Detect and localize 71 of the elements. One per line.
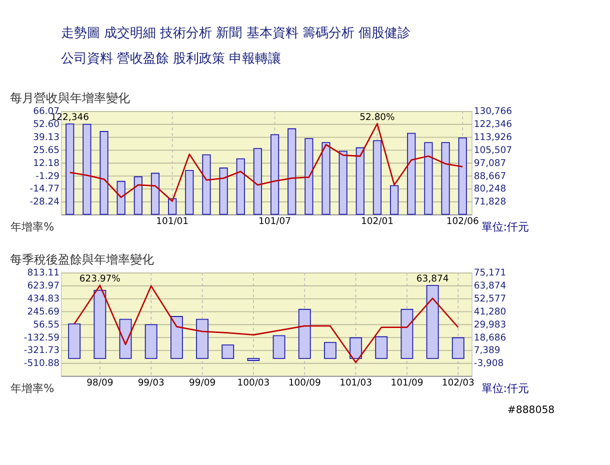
text: #888058	[507, 404, 555, 416]
data-label: 623.97%	[79, 274, 121, 285]
text: 公司資料 營收盈餘 股利政策 申報轉讓	[60, 51, 282, 66]
y-tick-label: 56.55	[33, 319, 60, 330]
y-axis-title: 年增率%	[10, 220, 54, 234]
bar	[94, 290, 106, 359]
y2-tick-label: 41,280	[474, 306, 506, 318]
bar	[324, 342, 336, 359]
y-tick-label: 12.18	[33, 158, 60, 169]
chart-title: 每季稅後盈餘與年增率變化	[10, 252, 154, 266]
bar	[170, 316, 183, 359]
y-axis-title: 年增率%	[10, 382, 54, 395]
x-tick-label: 102/03	[442, 378, 474, 389]
data-label: 52.80%	[360, 112, 396, 124]
bar	[452, 337, 464, 359]
bar	[247, 358, 260, 361]
data-label: 63,874	[416, 274, 449, 285]
y2-axis-title: 單位:仟元	[481, 382, 529, 395]
y-tick-label: 245.69	[27, 306, 60, 318]
x-tick-label: 99/03	[138, 378, 165, 389]
x-tick-label: 100/03	[237, 378, 270, 389]
x-tick-label: 101/07	[258, 216, 292, 228]
y2-tick-label: 80,248	[474, 184, 506, 195]
line-series	[69, 123, 464, 202]
bar	[68, 323, 81, 359]
y-tick-label: -510.88	[24, 358, 60, 370]
y-tick-label: 25.65	[33, 144, 60, 156]
y2-tick-label: 97,087	[474, 158, 506, 169]
y2-tick-label: -3,908	[474, 358, 504, 370]
y2-tick-label: 63,874	[474, 280, 506, 292]
y2-tick-label: 122,346	[474, 119, 512, 130]
y2-tick-label: 18,686	[474, 332, 506, 344]
y2-tick-label: 130,766	[474, 106, 512, 118]
y2-tick-label: 7,389	[474, 345, 500, 356]
y-tick-label: 623.97	[27, 280, 60, 292]
y-tick-label: 39.13	[33, 132, 60, 144]
text: 走勢圖 成交明細 技術分析 新聞 基本資料 籌碼分析 個股健診	[60, 24, 411, 41]
y-tick-label: -1.29	[36, 170, 60, 182]
x-tick-label: 102/06	[446, 216, 479, 228]
x-tick-label: 99/09	[188, 378, 216, 389]
x-tick-label: 102/01	[361, 216, 394, 228]
x-tick-label: 98/09	[86, 378, 114, 389]
chart-title: 每月營收與年增率變化	[10, 90, 130, 105]
bar	[196, 318, 208, 359]
y-tick-label: -14.77	[30, 184, 60, 195]
x-tick-label: 101/09	[390, 378, 424, 389]
bar	[400, 308, 414, 359]
x-tick-label: 100/09	[288, 378, 321, 389]
y-tick-label: 813.11	[27, 268, 60, 279]
bar	[426, 284, 439, 359]
y2-tick-label: 75,171	[474, 268, 506, 279]
y2-tick-label: 88,667	[474, 170, 506, 182]
bar	[144, 324, 158, 359]
bar	[272, 335, 286, 359]
y2-axis-title: 單位:仟元	[481, 220, 529, 234]
y2-tick-label: 29,983	[474, 319, 506, 330]
bar	[298, 308, 311, 359]
y2-tick-label: 71,828	[474, 196, 506, 208]
y-tick-label: 434.83	[27, 294, 60, 305]
y-tick-label: -132.59	[24, 332, 60, 344]
y-tick-label: -28.24	[30, 196, 60, 208]
line-series	[74, 284, 459, 364]
bar	[222, 344, 234, 359]
y-tick-label: -321.73	[24, 345, 60, 356]
x-tick-label: 101/01	[156, 216, 189, 228]
y2-tick-label: 105,507	[474, 144, 512, 156]
bar	[350, 337, 362, 359]
bar	[375, 336, 388, 359]
x-tick-label: 101/03	[340, 378, 372, 389]
y2-tick-label: 52,577	[474, 294, 506, 305]
y2-tick-label: 113,926	[474, 132, 512, 144]
